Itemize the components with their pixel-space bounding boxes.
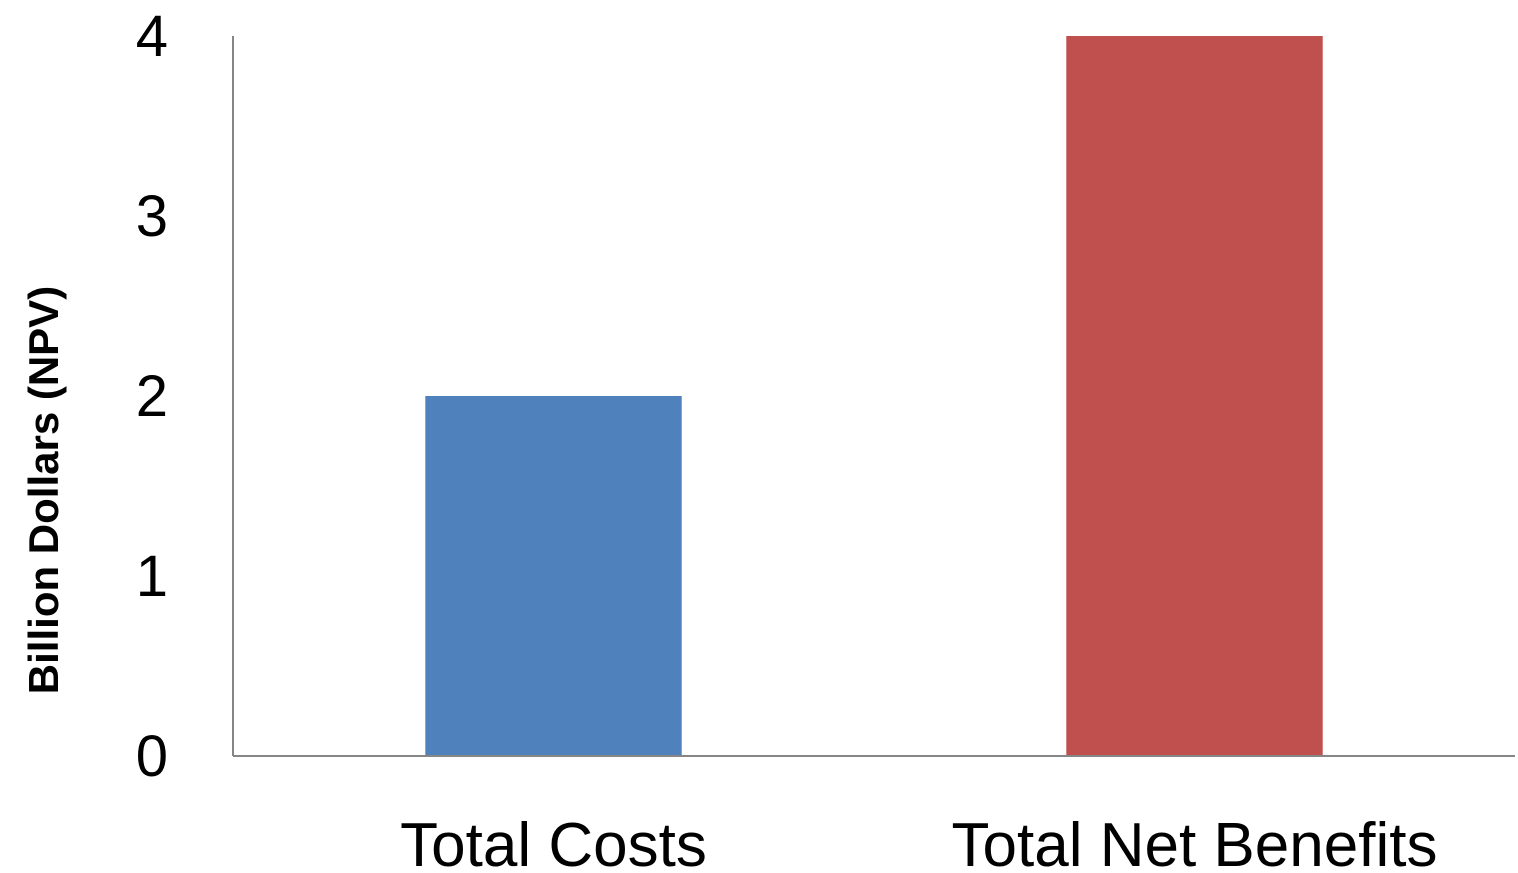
y-tick-label: 4 bbox=[136, 4, 168, 69]
axes-layer bbox=[232, 36, 1515, 757]
y-tick-labels: 0 1 2 3 4 bbox=[136, 4, 168, 789]
bar-total-net-benefits bbox=[1066, 36, 1323, 756]
bars-layer bbox=[425, 36, 1323, 756]
x-category-label: Total Net Benefits bbox=[952, 811, 1438, 873]
x-category-label: Total Costs bbox=[400, 811, 707, 873]
bar-total-costs bbox=[425, 396, 682, 756]
y-tick-label: 3 bbox=[136, 184, 168, 249]
y-tick-label: 1 bbox=[136, 544, 168, 609]
y-axis-title: Billion Dollars (NPV) bbox=[20, 286, 67, 694]
x-category-labels: Total Costs Total Net Benefits bbox=[400, 811, 1437, 873]
y-tick-label: 2 bbox=[136, 364, 168, 429]
y-tick-label: 0 bbox=[136, 724, 168, 789]
